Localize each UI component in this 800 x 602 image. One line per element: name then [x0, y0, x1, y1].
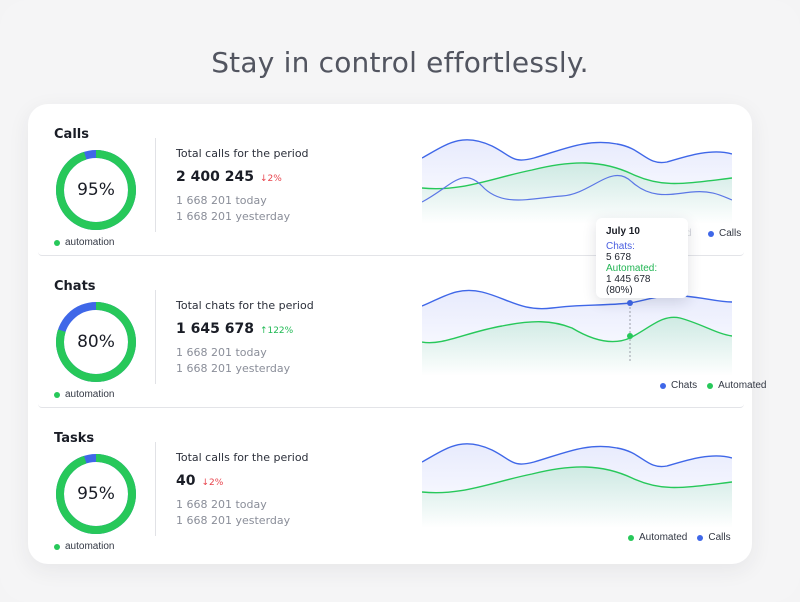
stat-total: 1 645 678 ↑122%	[176, 321, 294, 337]
legend-item: Calls	[697, 532, 731, 543]
stat-label: Total calls for the period	[176, 147, 309, 160]
automation-donut	[56, 150, 136, 230]
donut-percent: 80%	[77, 332, 115, 352]
green-dot-icon	[54, 543, 60, 550]
stat-today: 1 668 201 today	[176, 194, 267, 207]
green-dot-icon	[54, 391, 60, 398]
chats-hover-point	[627, 300, 633, 306]
stat-label: Total calls for the period	[176, 451, 309, 464]
automated-series-line	[422, 162, 732, 190]
chart-tooltip: July 10 Chats: 5 678 Automated: 1 445 67…	[596, 218, 688, 298]
automation-donut	[56, 302, 136, 382]
automation-legend: automation	[54, 237, 114, 248]
stat-today: 1 668 201 today	[176, 498, 267, 511]
chart-legend: Automated Calls	[618, 532, 731, 543]
green-dot-icon	[54, 239, 60, 246]
green-dot-icon	[707, 382, 714, 389]
calls-line-chart	[422, 139, 732, 224]
stat-label: Total chats for the period	[176, 299, 314, 312]
automated-hover-point	[627, 333, 633, 339]
automation-donut	[56, 454, 136, 534]
legend-item: Calls	[708, 228, 741, 239]
donut-percent: 95%	[77, 180, 115, 200]
stat-yesterday: 1 668 201 yesterday	[176, 514, 291, 527]
automation-legend: automation	[54, 389, 114, 400]
card-title: Chats	[54, 279, 96, 294]
arrow-down-icon: ↓	[259, 174, 268, 184]
green-dot-icon	[628, 534, 634, 541]
automation-legend: automation	[54, 541, 114, 552]
page-headline: Stay in control effortlessly.	[211, 46, 589, 79]
legend-item: Automated	[628, 532, 687, 543]
tasks-line-chart	[422, 443, 732, 528]
blue-dot-icon	[660, 382, 666, 389]
stat-yesterday: 1 668 201 yesterday	[176, 210, 291, 223]
calls-series-line	[422, 443, 732, 468]
stat-total: 40 ↓2%	[176, 473, 224, 489]
legend-item: Automated	[707, 380, 767, 391]
tooltip-date: July 10	[606, 226, 640, 237]
calls-series-line	[422, 139, 732, 164]
blue-dot-icon	[708, 230, 714, 237]
tooltip-chats-label: Chats:	[606, 241, 635, 252]
tooltip-automated-label: Automated:	[606, 263, 658, 274]
divider	[155, 290, 156, 384]
arrow-down-icon: ↓	[201, 478, 210, 488]
blue-dot-icon	[697, 534, 704, 541]
stat-total: 2 400 245 ↓2%	[176, 169, 282, 185]
delta-badge: ↓2%	[201, 478, 224, 488]
chats-line-chart	[422, 289, 732, 376]
card-title: Calls	[54, 127, 89, 142]
chart-legend: Calls	[698, 228, 741, 239]
delta-badge: ↑122%	[259, 326, 294, 336]
legend-item: Chats	[660, 380, 697, 391]
automated-series-line	[422, 466, 732, 494]
delta-badge: ↓2%	[259, 174, 282, 184]
arrow-up-icon: ↑	[259, 326, 268, 336]
stat-today: 1 668 201 today	[176, 346, 267, 359]
chart-legend: Chats Automated	[650, 380, 767, 391]
automated-series-line	[422, 316, 732, 344]
divider	[155, 138, 156, 232]
tooltip-automated-value: 1 445 678 (80%)	[606, 274, 651, 296]
card-title: Tasks	[54, 431, 95, 446]
stat-yesterday: 1 668 201 yesterday	[176, 362, 291, 375]
secondary-series-line	[422, 174, 732, 203]
divider	[155, 442, 156, 536]
donut-percent: 95%	[77, 484, 115, 504]
tasks-card: Tasks 95% automation Total calls for the…	[38, 418, 744, 560]
tooltip-chats-value: 5 678	[606, 252, 632, 263]
